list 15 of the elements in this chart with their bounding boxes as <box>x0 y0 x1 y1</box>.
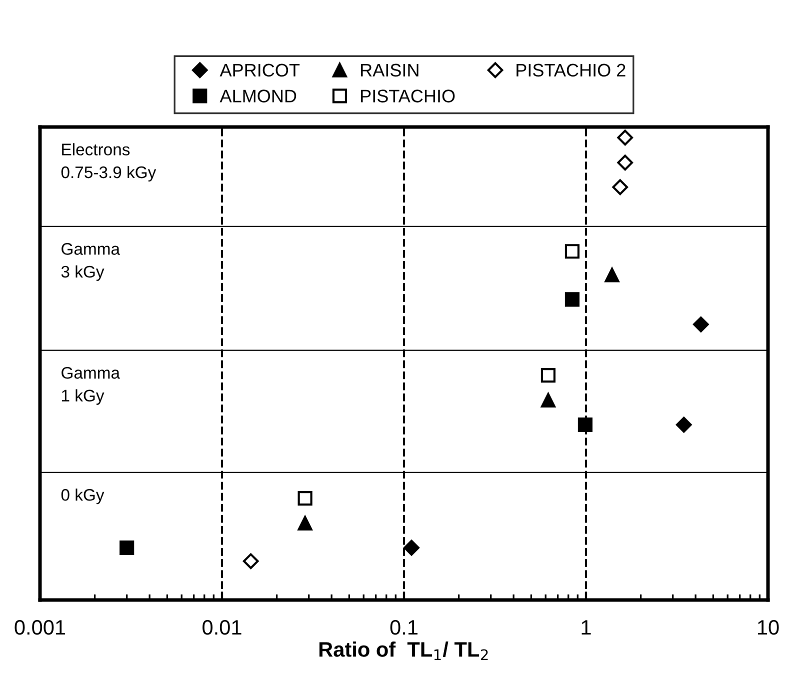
x-tick-label: 1 <box>582 620 591 635</box>
annotation: Electrons 0.75-3.9 kGy <box>61 143 156 182</box>
legend-label: PISTACHIO 2 <box>516 64 626 77</box>
x-axis-title: Ratio of TL$_{1}$/ TL$_{2}$ <box>319 642 488 660</box>
legend-label: ALMOND <box>220 90 296 102</box>
x-tick-label: 0.01 <box>202 620 242 635</box>
legend-label: RAISIN <box>361 64 418 77</box>
annotation: Gamma 3 kGy <box>61 243 120 281</box>
annotation: Gamma 1 kGy <box>62 366 120 405</box>
x-tick-label: 10 <box>758 620 779 635</box>
annotation: 0 kGy <box>61 488 104 504</box>
legend-label: PISTACHIO <box>361 90 455 102</box>
legend-label: APRICOT <box>220 64 300 77</box>
x-tick-label: 0.1 <box>390 620 418 635</box>
x-tick-label: 0.001 <box>14 620 66 635</box>
